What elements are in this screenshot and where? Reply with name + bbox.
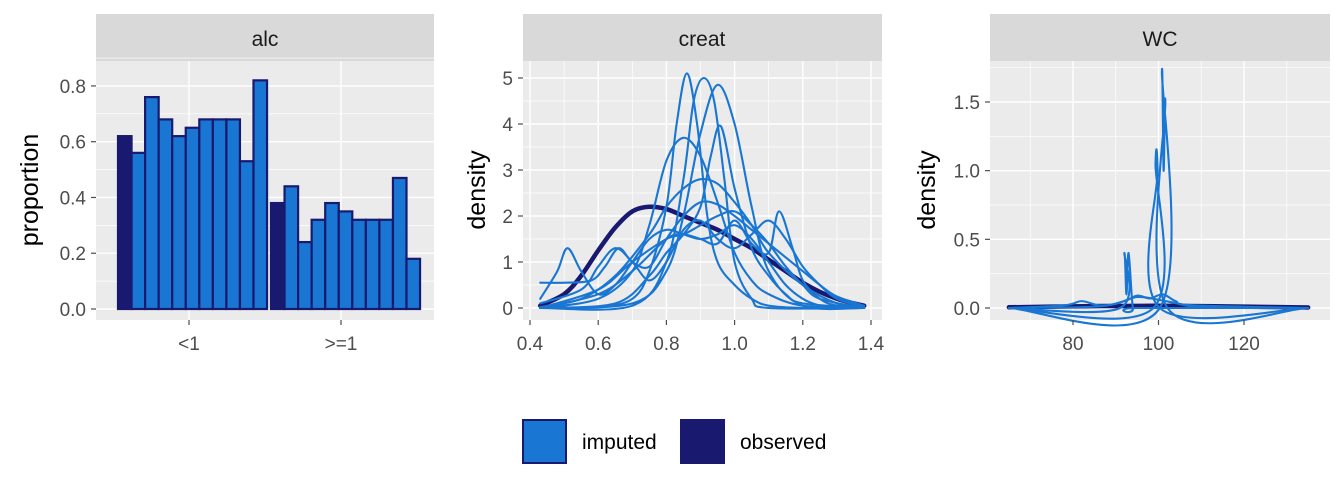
strip-label-creat: creat: [679, 28, 726, 51]
x-axis-creat: 0.4 0.6 0.8 1.0 1.2 1.4: [517, 320, 885, 355]
density-line-imputed-8: [539, 219, 866, 309]
y-axis-title-alc: proportion: [16, 134, 44, 247]
bar-imputed-1-9: [391, 176, 408, 311]
y-tick-label: 2: [502, 207, 513, 228]
panel-wc: WC 0.0 0.5 1.0 1.5 80 100 120 density: [913, 14, 1330, 355]
bar-imputed-1-2: [144, 95, 160, 311]
x-tick-label: 0.4: [517, 334, 544, 355]
x-axis-alc: <1 >=1: [178, 320, 357, 355]
bar-imputed-1-10: [252, 79, 269, 311]
x-tick-label: 0.6: [585, 334, 611, 355]
panel-creat: creat 0 1 2 3 4 5 0.4 0.6 0.8 1.0 1.2 1.4 density: [463, 14, 885, 355]
lines-wc: [1006, 67, 1311, 327]
y-tick-label: 0.0: [60, 300, 86, 321]
bar-imputed-1-8: [225, 118, 242, 311]
bar-imputed-1-5: [337, 210, 354, 311]
strip-creat: [523, 14, 882, 61]
y-axis-wc: 0.0 0.5 1.0 1.5: [954, 93, 990, 320]
x-tick-label: 100: [1143, 334, 1175, 355]
legend: imputed observed: [522, 419, 826, 464]
bar-imputed-1-8: [378, 218, 395, 311]
density-line-imputed-1: [1007, 252, 1310, 314]
bar-imputed-1-3: [310, 218, 327, 311]
x-tick-label: 1.0: [721, 334, 747, 355]
density-line-imputed-6: [539, 124, 866, 310]
y-tick-label: 0.8: [60, 77, 86, 98]
bar-observed-1: [269, 201, 286, 311]
density-line-imputed-3: [1007, 67, 1310, 327]
y-tick-label: 0.6: [60, 133, 86, 154]
legend-label-imputed: imputed: [582, 431, 657, 454]
panel-alc: alc 0.0 0.2 0.4 0.6 0.8 <1 >=1 proportion: [16, 14, 434, 355]
y-axis-creat: 0 1 2 3 4 5: [502, 69, 523, 320]
bar-imputed-1-1: [130, 151, 147, 311]
y-axis-alc: 0.0 0.2 0.4 0.6 0.8: [60, 77, 96, 321]
legend-label-observed: observed: [740, 431, 826, 454]
x-axis-wc: 80 100 120: [1062, 320, 1260, 355]
strip-alc: [96, 14, 434, 61]
bar-imputed-1-6: [198, 118, 214, 311]
density-line-imputed-5: [1007, 293, 1310, 310]
bar-imputed-1-5: [184, 126, 201, 311]
y-tick-label: 1.5: [954, 93, 980, 114]
y-tick-label: 3: [502, 161, 513, 182]
y-axis-title-creat: density: [463, 150, 491, 230]
bar-imputed-1-7: [364, 218, 381, 311]
y-tick-label: 5: [502, 69, 513, 90]
bar-imputed-1-9: [238, 160, 255, 311]
y-tick-label: 0.2: [60, 244, 86, 265]
y-tick-label: 0.0: [954, 299, 980, 320]
y-tick-label: 0.5: [954, 230, 980, 251]
y-tick-label: 0: [502, 299, 513, 320]
bar-observed-1: [116, 135, 133, 311]
density-line-imputed-2: [1007, 148, 1310, 320]
bar-imputed-1-6: [351, 218, 367, 311]
bars-alc: [116, 79, 422, 311]
bar-imputed-1-4: [324, 201, 340, 311]
bar-imputed-1-10: [405, 257, 422, 311]
bar-imputed-1-3: [157, 118, 174, 311]
x-tick-label: 1.4: [858, 334, 885, 355]
strip-wc: [990, 14, 1330, 61]
density-line-imputed-3: [539, 76, 866, 311]
bar-imputed-1-2: [297, 240, 313, 311]
x-tick-label: 0.8: [653, 334, 679, 355]
bar-imputed-1-7: [211, 118, 228, 311]
strip-label-wc: WC: [1143, 28, 1178, 51]
density-line-imputed-2: [539, 72, 866, 310]
x-tick-label: <1: [178, 334, 200, 355]
x-tick-label: 1.2: [790, 334, 816, 355]
density-line-imputed-10: [539, 200, 866, 307]
x-tick-label: >=1: [325, 334, 358, 355]
bar-imputed-1-4: [171, 135, 187, 311]
x-tick-label: 80: [1062, 334, 1083, 355]
density-line-imputed-9: [539, 210, 866, 310]
y-tick-label: 0.4: [60, 188, 87, 209]
legend-key-observed: [680, 419, 725, 464]
strip-label-alc: alc: [252, 28, 279, 51]
panel-bg-wc: [990, 61, 1330, 320]
y-tick-label: 1: [502, 253, 513, 274]
y-tick-label: 4: [502, 115, 513, 136]
density-line-imputed-11: [539, 210, 866, 310]
y-axis-title-wc: density: [913, 150, 941, 230]
legend-key-imputed: [522, 419, 567, 464]
bar-imputed-1-1: [283, 185, 300, 311]
lines-creat: [537, 72, 867, 311]
x-tick-label: 120: [1228, 334, 1260, 355]
y-tick-label: 1.0: [954, 162, 980, 183]
density-line-imputed-4: [539, 83, 866, 311]
